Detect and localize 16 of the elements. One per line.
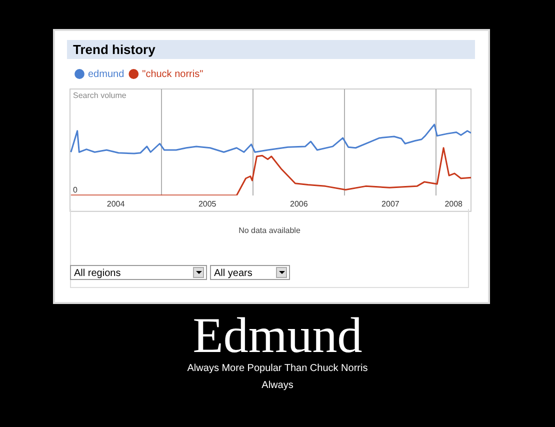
x-tick-label: 2008 <box>444 199 464 208</box>
text: All regions <box>70 265 207 280</box>
x-tick-label: 2004 <box>106 199 126 208</box>
x-tick-label: 2006 <box>290 199 308 208</box>
chart-title: Trend history <box>67 40 475 59</box>
text: Always More Popular Than Chuck Norris <box>186 363 369 374</box>
text: Edmund <box>192 307 364 363</box>
x-tick-label: 2007 <box>382 199 400 208</box>
y-axis-title: Search volume <box>73 91 127 100</box>
annotation: 0 <box>73 186 78 195</box>
text: No data available <box>238 226 300 235</box>
legend-label: edmund <box>88 68 124 80</box>
legend-label: "chuck norris" <box>142 68 204 80</box>
x-tick-label: 2005 <box>198 199 217 208</box>
text: Always <box>260 380 294 391</box>
text: All years <box>210 265 290 280</box>
